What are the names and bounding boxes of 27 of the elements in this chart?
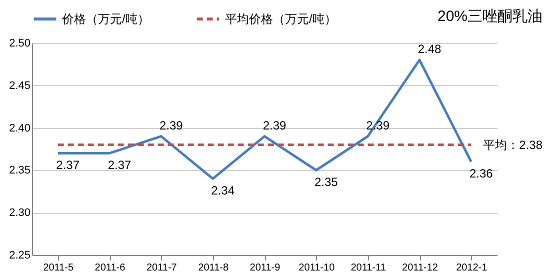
data-label: 2.34	[211, 184, 235, 198]
x-tick-label: 2011-10	[298, 262, 336, 274]
x-tick-label: 2012-1	[456, 262, 488, 274]
x-tick-label: 2011-5	[43, 262, 74, 274]
data-label: 2.37	[108, 158, 132, 172]
chart-title: 20%三唑酮乳油	[437, 8, 543, 25]
annotation: 平均：2.38	[483, 138, 543, 152]
y-tick-label: 2.50	[9, 38, 30, 50]
data-label: 2.35	[314, 175, 338, 190]
data-label: 2.37	[56, 158, 80, 172]
y-tick-label: 2.40	[9, 122, 30, 134]
y-tick-label: 2.35	[9, 164, 30, 177]
y-tick-label: 2.25	[9, 250, 30, 262]
data-label: 2.39	[262, 118, 286, 132]
x-tick-label: 2011-11	[350, 262, 386, 274]
data-label: 2.36	[469, 166, 494, 181]
legend-label: 价格（万元/吨）	[61, 12, 150, 26]
y-tick-label: 2.30	[9, 207, 30, 220]
x-tick-label: 2011-9	[250, 262, 281, 274]
x-tick-label: 2011-12	[402, 262, 438, 274]
y-tick-label: 2.45	[9, 80, 30, 92]
data-label: 2.39	[159, 118, 184, 132]
data-label: 2.48	[418, 42, 442, 56]
x-tick-label: 2011-6	[94, 262, 126, 274]
legend-label: 平均价格（万元/吨）	[225, 12, 336, 26]
x-tick-label: 2011-8	[198, 262, 229, 274]
x-tick-label: 2011-7	[146, 262, 178, 274]
